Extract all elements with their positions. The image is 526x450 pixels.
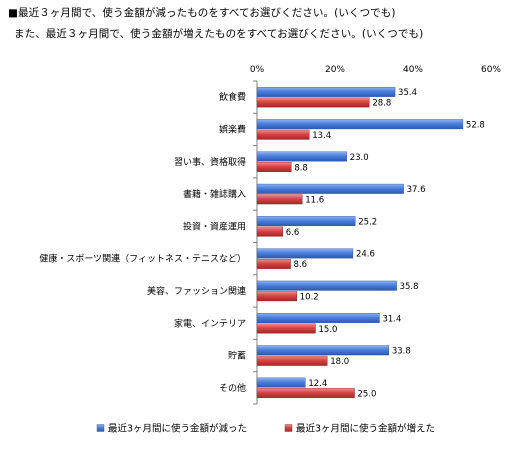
bar-decreased — [256, 280, 397, 291]
legend-label-increased: 最近3ヶ月間に使う金額が増えた — [296, 423, 435, 435]
value-label-decreased: 33.8 — [392, 347, 411, 357]
value-label-increased: 6.6 — [286, 228, 300, 238]
category-label: その他 — [219, 382, 246, 394]
value-label-increased: 13.4 — [312, 131, 331, 141]
bar-decreased — [256, 248, 354, 259]
bar-increased — [256, 194, 303, 205]
category-label: 貯蓄 — [228, 350, 246, 362]
legend-swatch-increased — [284, 424, 293, 432]
value-label-increased: 8.8 — [294, 163, 308, 173]
value-label-decreased: 24.6 — [356, 250, 375, 260]
category-label: 飲食費 — [219, 91, 246, 103]
bar-decreased — [256, 345, 390, 356]
bar-increased — [256, 291, 297, 302]
value-label-decreased: 35.4 — [398, 88, 417, 98]
bar-decreased — [256, 86, 396, 97]
category-label: 健康・スポーツ関連（フィットネス・テニスなど） — [39, 253, 246, 265]
x-tick-label: 60% — [481, 65, 501, 75]
value-label-increased: 11.6 — [305, 196, 324, 206]
value-label-increased: 18.0 — [330, 357, 349, 367]
bar-decreased — [256, 183, 404, 194]
category-label: 書籍・雑誌購入 — [183, 188, 246, 200]
value-label-decreased: 35.8 — [400, 282, 419, 292]
category-label: 美容、ファッション関連 — [147, 285, 246, 297]
chart-title: ■最近３ヶ月間で、使う金額が減ったものをすべてお選びください。(いくつでも) — [8, 7, 396, 19]
category-label: 習い事、資格取得 — [174, 156, 246, 168]
bar-decreased — [256, 313, 380, 323]
bar-increased — [256, 355, 328, 366]
value-label-decreased: 37.6 — [407, 185, 426, 195]
legend-label-decreased: 最近3ヶ月間に使う金額が減った — [108, 423, 247, 435]
value-label-increased: 15.0 — [319, 325, 338, 335]
value-label-decreased: 25.2 — [358, 217, 377, 227]
bar-decreased — [256, 119, 464, 130]
bar-increased — [256, 129, 310, 140]
chart-subtitle: また、最近３ヶ月間で、使う金額が増えたものをすべてお選びください。(いくつでも) — [14, 28, 424, 40]
category-label: 投資・資産運用 — [183, 220, 246, 232]
bar-decreased — [256, 216, 356, 227]
x-tick-label: 0% — [250, 65, 265, 75]
x-tick-label: 40% — [403, 65, 423, 75]
value-label-decreased: 31.4 — [382, 314, 401, 324]
value-label-decreased: 12.4 — [308, 379, 327, 389]
category-label: 娯楽費 — [219, 123, 246, 135]
value-label-decreased: 23.0 — [350, 153, 369, 163]
value-label-increased: 28.8 — [372, 99, 391, 109]
x-tick-label: 20% — [325, 65, 345, 75]
bar-increased — [256, 258, 291, 269]
bar-increased — [256, 162, 292, 172]
bar-increased — [256, 388, 355, 399]
bar-increased — [256, 97, 370, 108]
value-label-increased: 25.0 — [358, 389, 377, 399]
bar-decreased — [256, 151, 347, 162]
bar-increased — [256, 323, 316, 334]
bar-increased — [256, 226, 283, 237]
value-label-increased: 8.6 — [294, 260, 308, 270]
bar-decreased — [256, 377, 306, 388]
value-label-increased: 10.2 — [300, 292, 319, 302]
legend-swatch-decreased — [96, 424, 105, 432]
value-label-decreased: 52.8 — [466, 120, 485, 130]
category-label: 家電、インテリア — [174, 317, 246, 329]
